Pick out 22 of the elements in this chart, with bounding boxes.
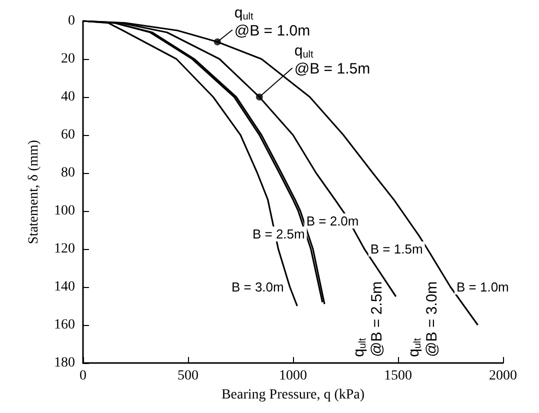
x-tick-label: 0 (80, 368, 86, 384)
x-tick-label: 1500 (384, 368, 412, 384)
series-label: B = 1.0m (456, 280, 509, 294)
y-tick-label: 20 (61, 52, 75, 66)
series-label: B = 3.0m (231, 280, 284, 294)
y-tick-label: 120 (54, 242, 75, 256)
y-tick-label: 40 (61, 90, 75, 104)
series-label: B = 2.0m (306, 214, 359, 228)
y-tick-label: 100 (54, 204, 75, 218)
y-tick-label: 160 (54, 318, 75, 332)
x-tick-label: 1000 (279, 368, 307, 384)
y-axis-title: Statement, δ (mm) (26, 140, 42, 244)
series-label: B = 1.5m (370, 242, 423, 256)
x-tick-label: 500 (178, 368, 198, 384)
y-tick-label: 0 (68, 14, 75, 28)
y-tick-label: 180 (54, 356, 75, 370)
x-tick-label: 2000 (489, 368, 517, 384)
x-axis-title: Bearing Pressure, q (kPa) (221, 387, 365, 402)
y-tick-label: 80 (61, 166, 75, 180)
series-label: B = 2.5m (252, 226, 305, 242)
y-tick-label: 60 (61, 128, 75, 142)
y-tick-label: 140 (54, 280, 75, 294)
